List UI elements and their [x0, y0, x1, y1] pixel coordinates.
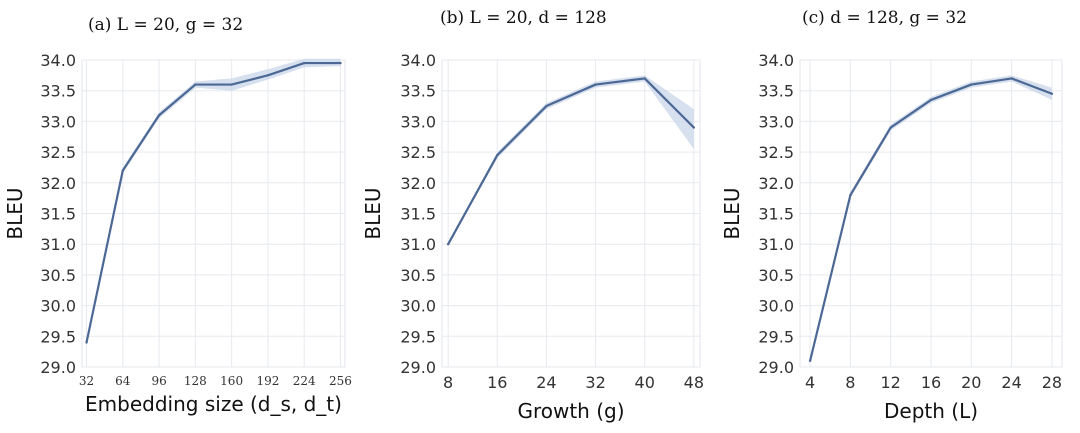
- y-tick-label: 32.5: [40, 143, 76, 162]
- y-tick-label: 29.0: [40, 358, 76, 377]
- data-point: [643, 77, 646, 80]
- x-tick-label: 160: [220, 374, 243, 388]
- y-tick-label: 31.5: [758, 205, 794, 224]
- y-tick-label: 29.5: [40, 327, 76, 346]
- y-tick-label: 31.5: [400, 205, 436, 224]
- y-tick-label: 33.5: [400, 82, 436, 101]
- y-tick-label: 30.5: [400, 266, 436, 285]
- data-point: [692, 126, 696, 129]
- y-tick-label: 32.0: [758, 174, 794, 193]
- data-point: [849, 193, 852, 197]
- y-tick-label: 29.5: [400, 327, 436, 346]
- y-tick-label: 29.0: [400, 358, 436, 377]
- x-tick-label: 224: [293, 374, 316, 388]
- y-tick-label: 30.0: [400, 297, 436, 316]
- data-point: [157, 114, 161, 117]
- y-tick-label: 32.5: [758, 143, 794, 162]
- y-tick-label: 34.0: [40, 51, 76, 70]
- y-tick-label: 30.0: [40, 297, 76, 316]
- y-tick-label: 34.0: [758, 51, 794, 70]
- x-tick-label: 8: [443, 373, 453, 392]
- y-tick-label: 33.0: [40, 112, 76, 131]
- data-point: [808, 359, 812, 363]
- data-point: [121, 169, 125, 172]
- data-point: [266, 74, 270, 77]
- panel-c: 29.0 29.5 30.0 30.5 31.0 31.5 32.0 32.5 33.0 33.5…: [720, 8, 1063, 423]
- y-tick-label: 30.0: [758, 297, 794, 316]
- x-axis-label: Growth (g): [517, 399, 624, 423]
- x-tick-label: 40: [635, 373, 655, 392]
- y-tick-label: 31.0: [40, 235, 76, 254]
- x-axis-label: Depth (L): [884, 399, 978, 423]
- x-tick-label: 24: [536, 373, 556, 392]
- x-tick-label: 20: [961, 373, 981, 392]
- data-point: [230, 83, 233, 86]
- data-point: [929, 98, 933, 102]
- y-tick-label: 30.5: [758, 266, 794, 285]
- y-axis-label: BLEU: [3, 187, 27, 239]
- y-tick-label: 29.5: [758, 327, 794, 346]
- x-tick-label: 28: [1042, 373, 1062, 392]
- data-point: [446, 243, 450, 246]
- y-tick-label: 34.0: [400, 51, 436, 70]
- x-tick-label: 32: [79, 374, 94, 388]
- y-axis-label: BLEU: [720, 187, 744, 239]
- x-tick-label: 96: [151, 374, 166, 388]
- data-point: [545, 104, 548, 108]
- chart-title: (c) d = 128, g = 32: [802, 8, 967, 28]
- chart-title: (b) L = 20, d = 128: [440, 8, 607, 28]
- y-tick-label: 31.0: [400, 235, 436, 254]
- x-tick-label: 48: [684, 373, 704, 392]
- x-tick-label: 32: [585, 373, 605, 392]
- x-tick-label: 16: [487, 373, 507, 392]
- panel-a: 29.0 29.5 30.0 30.5 31.0 31.5 32.0 32.5 33.0 33.5…: [3, 15, 352, 416]
- x-tick-label: 16: [921, 373, 941, 392]
- y-tick-label: 31.5: [40, 205, 76, 224]
- data-point: [194, 83, 197, 86]
- data-point: [970, 83, 973, 86]
- y-tick-label: 33.5: [40, 82, 76, 101]
- x-tick-label: 4: [805, 373, 815, 392]
- y-tick-label: 32.0: [400, 174, 436, 193]
- series-line: [447, 77, 695, 245]
- data-point: [1010, 77, 1013, 80]
- y-tick-label: 32.0: [40, 174, 76, 193]
- x-tick-label: 8: [845, 373, 855, 392]
- x-tick-label: 256: [329, 374, 352, 388]
- confidence-band: [448, 75, 694, 246]
- data-point: [1050, 92, 1054, 95]
- data-point: [339, 61, 342, 65]
- x-tick-label: 64: [115, 374, 131, 388]
- y-tick-label: 33.0: [400, 112, 436, 131]
- y-tick-label: 33.5: [758, 82, 794, 101]
- data-point: [594, 83, 597, 86]
- panel-b: 29.0 29.5 30.0 30.5 31.0 31.5 32.0 32.5 33.0 33.5…: [361, 8, 704, 423]
- data-point: [889, 126, 892, 129]
- y-axis-label: BLEU: [361, 187, 385, 239]
- data-point: [496, 153, 499, 157]
- data-point: [85, 341, 88, 344]
- data-point: [302, 61, 306, 65]
- y-tick-label: 29.0: [758, 358, 794, 377]
- x-tick-label: 12: [881, 373, 901, 392]
- series-line: [85, 61, 341, 343]
- x-tick-label: 128: [184, 374, 207, 388]
- y-tick-label: 31.0: [758, 235, 794, 254]
- y-tick-label: 30.5: [40, 266, 76, 285]
- x-tick-label: 24: [1001, 373, 1021, 392]
- x-tick-label: 192: [256, 374, 279, 388]
- x-axis-label: Embedding size (d_s, d_t): [85, 392, 342, 416]
- chart-title: (a) L = 20, g = 32: [88, 15, 243, 35]
- y-tick-label: 33.0: [758, 112, 794, 131]
- y-tick-label: 32.5: [400, 143, 436, 162]
